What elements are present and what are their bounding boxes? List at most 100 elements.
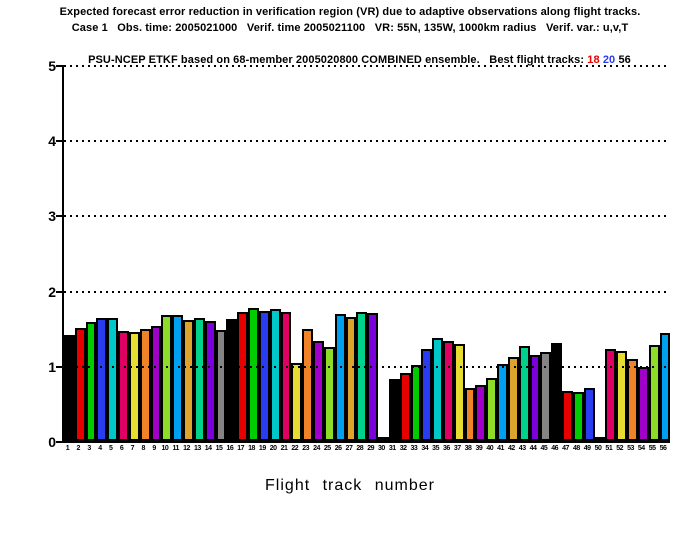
x-tick-label-17: 17	[237, 445, 245, 452]
x-axis-title: Flight track number	[265, 477, 435, 494]
x-tick-label-32: 32	[399, 445, 407, 452]
x-tick-label-6: 6	[119, 445, 124, 452]
x-tick-label-18: 18	[248, 445, 255, 452]
x-tick-label-11: 11	[172, 445, 179, 452]
x-tick-label-38: 38	[464, 445, 472, 452]
bar-track-3	[85, 322, 97, 441]
x-axis-tick-labels: 1 2 3 4 5 6 7 8 9 10 11 12 13 14 15 16 17 18 19 20 21 22 23 24 2…	[62, 445, 668, 452]
bar-track-31	[388, 379, 400, 441]
x-tick-label-42: 42	[507, 445, 515, 452]
gridline-y-5	[64, 65, 670, 67]
bar-track-52	[616, 350, 628, 441]
bar-track-18	[248, 307, 259, 441]
bar-track-22	[291, 362, 303, 441]
bar-track-45	[540, 351, 552, 441]
bar-track-36	[442, 340, 454, 441]
bar-track-4	[96, 318, 108, 441]
chart-title-line-3-prefix: PSU-NCEP ETKF based on 68-member 2005020…	[88, 54, 588, 66]
bar-track-41	[497, 364, 508, 441]
x-tick-label-10: 10	[161, 445, 169, 452]
x-tick-label-55: 55	[648, 445, 656, 452]
y-tick-0	[56, 441, 64, 443]
bar-track-10	[161, 314, 173, 441]
y-tick-4	[56, 140, 64, 143]
bar-track-21	[280, 311, 292, 441]
x-tick-label-28: 28	[356, 445, 364, 452]
bar-track-48	[572, 392, 584, 441]
x-tick-label-24: 24	[313, 445, 320, 452]
x-tick-label-45: 45	[540, 445, 548, 452]
x-tick-label-37: 37	[453, 445, 461, 452]
bar-track-39	[475, 384, 487, 441]
bar-track-46	[551, 343, 563, 441]
chart-title-line-2: Case 1 Obs. time: 2005021000 Verif. time…	[71, 22, 629, 34]
best-track-18: 18	[587, 54, 600, 66]
bar-track-56	[659, 332, 671, 441]
x-tick-label-5: 5	[109, 445, 113, 452]
x-tick-label-12: 12	[183, 445, 190, 452]
bar-track-9	[150, 325, 162, 441]
x-tick-label-27: 27	[345, 445, 353, 452]
bar-track-51	[605, 348, 617, 441]
x-tick-label-47: 47	[562, 445, 569, 452]
x-tick-label-30: 30	[378, 445, 385, 452]
x-tick-label-23: 23	[302, 445, 310, 452]
x-tick-label-33: 33	[410, 445, 418, 452]
bar-track-55	[648, 344, 660, 441]
bar-track-42	[507, 356, 519, 441]
bar-track-17	[237, 312, 249, 441]
x-tick-label-22: 22	[291, 445, 299, 452]
x-tick-label-44: 44	[529, 445, 537, 452]
x-tick-label-1: 1	[65, 445, 70, 452]
x-tick-label-3: 3	[87, 445, 91, 452]
x-tick-label-20: 20	[269, 445, 277, 452]
x-tick-label-53: 53	[627, 445, 634, 452]
bar-track-33	[410, 365, 422, 441]
bar-track-34	[421, 349, 433, 441]
x-tick-label-13: 13	[193, 445, 201, 452]
gridline-y-2	[64, 290, 670, 293]
chart-title-line-3: PSU-NCEP ETKF based on 68-member 2005020…	[0, 36, 700, 84]
y-tick-label-1: 1	[48, 358, 56, 375]
gridline-y-1	[64, 365, 670, 368]
best-flight-tracks: 18 20 56	[587, 54, 631, 66]
chart-title-line-1: Expected forecast error reduction in ver…	[59, 6, 641, 18]
gridline-y-4	[64, 140, 670, 143]
x-tick-label-36: 36	[443, 445, 450, 452]
x-tick-label-19: 19	[258, 445, 266, 452]
y-tick-label-4: 4	[48, 133, 56, 150]
bar-track-30	[378, 437, 389, 441]
bar-track-40	[486, 377, 498, 441]
bar-track-50	[594, 437, 606, 441]
x-tick-label-8: 8	[141, 445, 146, 452]
y-tick-3	[56, 215, 64, 218]
x-tick-label-2: 2	[76, 445, 81, 452]
bar-track-27	[345, 316, 357, 441]
x-tick-label-41: 41	[497, 445, 504, 452]
bar-track-12	[183, 319, 194, 441]
best-track-56: 56	[618, 54, 631, 66]
bar-track-35	[432, 337, 443, 441]
bar-track-6	[118, 331, 129, 441]
x-tick-label-40: 40	[486, 445, 494, 452]
x-tick-label-14: 14	[204, 445, 212, 452]
bar-track-1	[64, 334, 75, 441]
bar-track-8	[139, 328, 151, 441]
bar-track-7	[128, 331, 140, 441]
x-tick-label-46: 46	[551, 445, 559, 452]
y-tick-1	[56, 365, 64, 368]
bar-track-37	[453, 344, 465, 441]
x-tick-label-31: 31	[388, 445, 396, 452]
x-tick-label-21: 21	[280, 445, 288, 452]
x-tick-label-9: 9	[152, 445, 156, 452]
x-tick-label-48: 48	[572, 445, 580, 452]
x-tick-label-7: 7	[130, 445, 135, 452]
x-tick-label-29: 29	[367, 445, 374, 452]
bar-track-20	[269, 308, 281, 441]
bar-track-54	[637, 366, 649, 441]
y-tick-5	[56, 65, 64, 67]
x-tick-label-54: 54	[637, 445, 645, 452]
y-tick-label-0: 0	[48, 434, 56, 450]
x-tick-label-50: 50	[594, 445, 602, 452]
